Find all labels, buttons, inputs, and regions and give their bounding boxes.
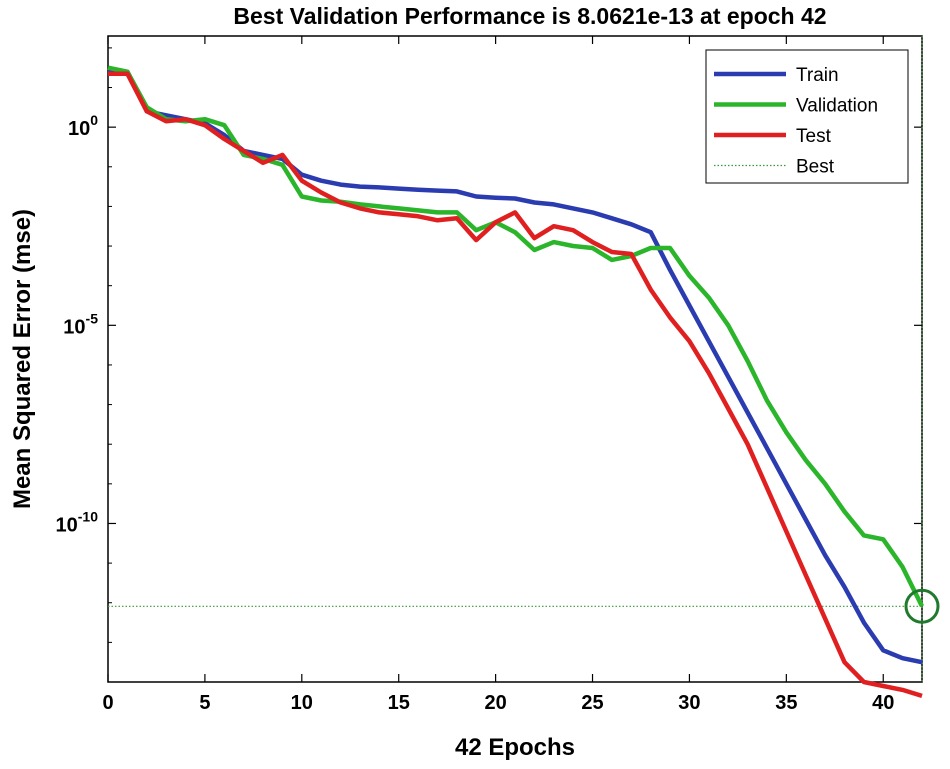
series-lines [107,65,925,699]
y-tick-exponent: -10 [78,508,98,524]
x-tick-labels: 0 5 10 15 20 25 30 35 40 [102,692,894,714]
x-tick-label: 20 [484,692,506,714]
y-tick-label: 100 [68,112,98,140]
x-tick-label: 30 [678,692,700,714]
y-tick-base: 10 [56,514,78,536]
x-axis-label: 42 Epochs [455,734,575,761]
legend-label-best: Best [796,157,835,178]
x-tick-label: 15 [388,692,410,714]
y-tick-base: 10 [68,118,90,140]
x-tick-label: 40 [872,692,894,714]
y-tick-label: 10-5 [63,310,98,338]
y-tick-exponent: 0 [90,112,98,128]
chart-legend: Train Validation Test Best [705,49,909,184]
legend-label-test: Test [796,126,832,147]
x-tick-label: 35 [775,692,797,714]
series-line-test [108,71,923,699]
best-reference-lines [108,36,923,682]
x-tick-label: 10 [291,692,313,714]
series-line-validation [107,65,925,608]
y-tick-exponent: -5 [86,310,99,326]
chart-title: Best Validation Performance is 8.0621e-1… [233,3,826,29]
legend-label-train: Train [796,65,839,86]
x-tick-label: 5 [199,692,210,714]
y-tick-base: 10 [63,316,85,338]
x-tick-label: 0 [102,692,113,714]
y-axis-label: Mean Squared Error (mse) [9,209,36,509]
y-tick-label: 10-10 [56,508,99,536]
best-point-marker [904,588,940,624]
legend-label-validation: Validation [796,96,878,117]
axis-ticks [107,36,922,683]
x-tick-label: 25 [581,692,603,714]
